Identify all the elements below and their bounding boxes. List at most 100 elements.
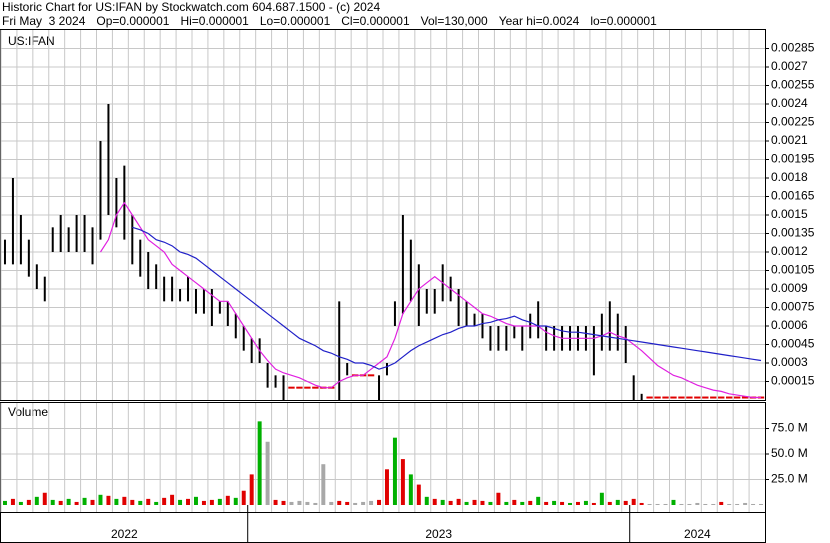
volume-bar — [106, 495, 111, 505]
volume-bar — [743, 502, 748, 505]
volume-bar — [536, 496, 541, 505]
volume-bar — [568, 502, 573, 505]
volume-bar — [209, 499, 214, 505]
y-tick-label: 0.00195 — [771, 152, 815, 166]
y-tick-label: 0.00135 — [771, 226, 815, 240]
y-tick-label: 0.0018 — [771, 170, 808, 184]
volume-bar — [122, 496, 127, 505]
volume-bar — [472, 499, 477, 505]
volume-bar — [695, 502, 700, 505]
volume-bar — [504, 501, 509, 505]
volume-bar — [74, 501, 79, 505]
y-tick-label: 25.0 M — [771, 472, 808, 486]
y-tick-label: 0.0009 — [771, 281, 808, 295]
volume-bar — [154, 501, 159, 505]
volume-bar — [448, 500, 453, 505]
volume-bar — [26, 499, 31, 505]
volume-bar — [400, 459, 405, 505]
volume-bar — [528, 500, 533, 505]
volume-bar — [464, 501, 469, 505]
volume-bar — [10, 498, 15, 505]
x-tick-label: 2022 — [111, 527, 138, 541]
header-date: Fri May 3 2024 — [2, 14, 86, 28]
volume-bar — [90, 499, 95, 505]
volume-bar — [607, 501, 612, 505]
volume-bar — [66, 498, 71, 505]
y-tick-label: 0.0021 — [771, 133, 808, 147]
x-tick-label: 2024 — [684, 527, 711, 541]
volume-panel-label: Volume — [8, 405, 48, 419]
volume-bar — [281, 500, 286, 505]
volume-bar — [162, 497, 167, 505]
volume-bar — [273, 499, 278, 505]
volume-bar — [241, 490, 246, 505]
y-tick-label: 0.0024 — [771, 96, 808, 110]
volume-bar — [249, 474, 254, 505]
volume-bar — [345, 501, 350, 505]
y-tick-label: 0.0012 — [771, 244, 808, 258]
volume-bar — [759, 503, 764, 505]
volume-bar — [289, 501, 294, 505]
volume-bar — [233, 497, 238, 505]
volume-bar — [560, 501, 565, 505]
volume-bar — [305, 501, 310, 505]
volume-bar — [377, 499, 382, 505]
volume-bar — [297, 500, 302, 505]
volume-bar — [329, 501, 334, 505]
volume-bar — [384, 469, 389, 505]
header-stat: Op=0.000001 — [96, 14, 170, 28]
volume-bar — [512, 499, 517, 505]
volume-bar — [639, 502, 644, 505]
volume-bar — [599, 492, 604, 505]
volume-bar — [138, 500, 143, 505]
y-tick-label: 0.00255 — [771, 78, 815, 92]
volume-bar — [193, 496, 198, 505]
volume-bar — [42, 492, 47, 505]
y-tick-label: 0.00045 — [771, 337, 815, 351]
volume-bar — [82, 497, 87, 505]
moving-average — [99, 201, 762, 399]
volume-bar — [178, 499, 183, 505]
y-tick-label: 50.0 M — [771, 446, 808, 460]
volume-bar — [424, 496, 429, 505]
volume-bar — [186, 498, 191, 505]
volume-bar — [408, 474, 413, 505]
volume-bar — [496, 492, 501, 505]
y-tick-label: 0.00225 — [771, 115, 815, 129]
y-tick-label: 0.00015 — [771, 374, 815, 388]
volume-bar — [703, 503, 708, 505]
volume-bar — [671, 499, 676, 505]
volume-bar — [146, 498, 151, 505]
volume-bar — [591, 502, 596, 505]
header-stat: Lo=0.000001 — [259, 14, 331, 28]
volume-bar — [719, 501, 724, 505]
volume-bar — [432, 498, 437, 505]
header-stat: Year hi=0.0024 — [498, 14, 580, 28]
y-tick-label: 0.00285 — [771, 41, 815, 55]
header-stat: Cl=0.000001 — [341, 14, 410, 28]
volume-bar — [655, 503, 660, 505]
volume-bar — [217, 498, 222, 505]
volume-bar — [114, 498, 119, 505]
volume-bar — [679, 503, 684, 505]
volume-bar — [583, 500, 588, 505]
volume-bar — [2, 500, 7, 505]
volume-bar — [440, 499, 445, 505]
volume-bar — [58, 500, 63, 505]
header-stat: Vol=130,000 — [420, 14, 488, 28]
y-tick-label: 0.0015 — [771, 207, 808, 221]
y-tick-label: 0.0006 — [771, 318, 808, 332]
volume-bar — [735, 503, 740, 505]
volume-bar — [201, 500, 206, 505]
header-title: Historic Chart for US:IFAN by Stockwatch… — [2, 0, 381, 14]
y-tick-label: 0.00075 — [771, 300, 815, 314]
x-tick-label: 2023 — [425, 527, 452, 541]
volume-bar — [631, 498, 636, 505]
volume-bar — [647, 503, 652, 505]
header: Historic Chart for US:IFAN by Stockwatch… — [2, 0, 657, 28]
volume-bar — [313, 502, 318, 505]
volume-bar — [488, 501, 493, 505]
volume-bar — [623, 500, 628, 505]
